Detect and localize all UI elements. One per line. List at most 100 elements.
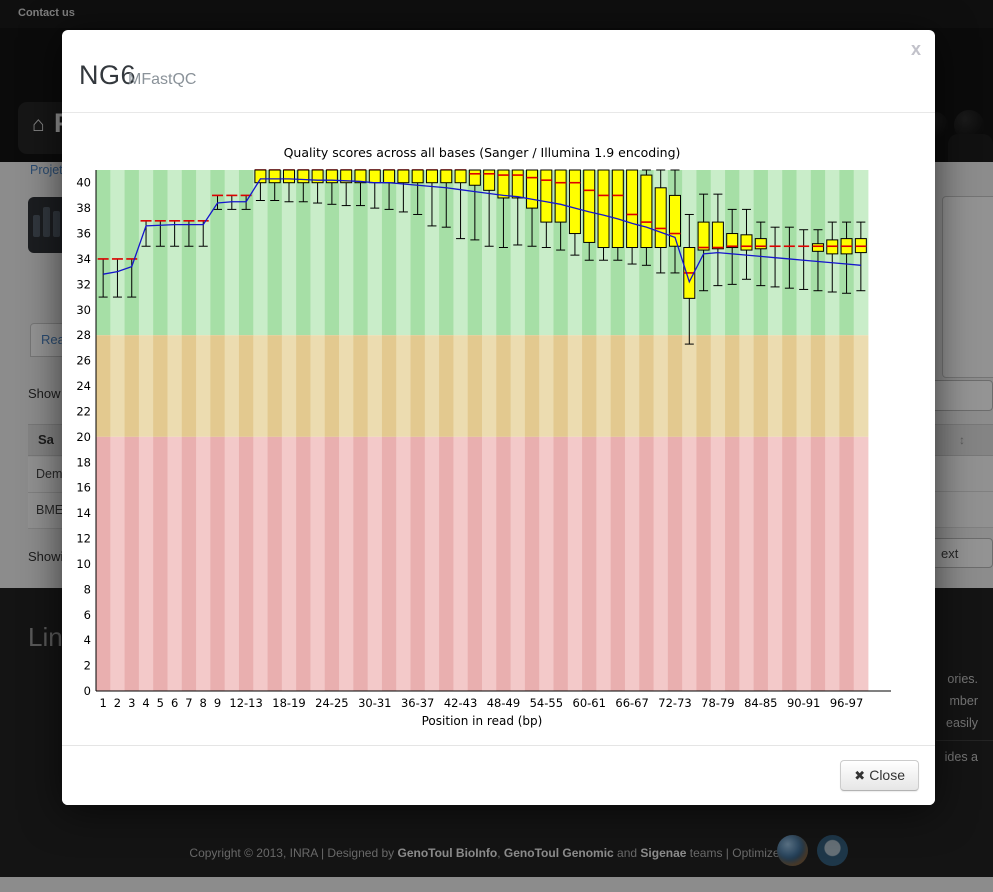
logo-bar	[33, 215, 40, 237]
table-row[interactable]	[925, 456, 993, 492]
chrome-icon	[817, 835, 848, 866]
search-input-fragment[interactable]	[928, 380, 993, 411]
modal-title: NG6	[79, 60, 137, 90]
modal-footer: ✖ Close	[62, 745, 935, 805]
table-header-sample[interactable]: Sa	[28, 424, 62, 456]
bottom-strip	[0, 877, 993, 892]
svg-text:40: 40	[76, 176, 91, 190]
close-button[interactable]: ✖ Close	[840, 760, 919, 791]
svg-text:24: 24	[76, 379, 91, 393]
project-logo-thumbnail	[28, 197, 68, 253]
svg-text:5: 5	[157, 696, 164, 710]
right-panel-fragment	[942, 196, 993, 378]
copyright-segment: teams | Optimized for	[686, 846, 804, 860]
svg-text:38: 38	[76, 201, 91, 215]
footer-text-fragment: mber	[949, 694, 978, 708]
svg-text:24-25: 24-25	[315, 696, 348, 710]
table-header-sortable[interactable]: ↕	[925, 424, 993, 456]
svg-text:6: 6	[171, 696, 178, 710]
logo-bar	[43, 207, 50, 237]
svg-text:90-91: 90-91	[787, 696, 820, 710]
svg-text:Position in read (bp): Position in read (bp)	[422, 714, 543, 728]
table-header-label: Sa	[38, 432, 54, 447]
sort-arrows-icon: ↕	[959, 433, 965, 447]
svg-text:7: 7	[185, 696, 192, 710]
footer-divider	[936, 740, 993, 741]
logo-bar	[53, 211, 60, 237]
svg-text:36-37: 36-37	[401, 696, 434, 710]
modal-header: NG6 MFastQC	[62, 30, 935, 113]
svg-text:36: 36	[76, 227, 91, 241]
svg-text:26: 26	[76, 354, 91, 368]
copyright-bar: Copyright © 2013, INRA | Designed by Gen…	[0, 838, 993, 877]
svg-text:2: 2	[84, 659, 91, 673]
svg-text:32: 32	[76, 277, 91, 291]
svg-text:18-19: 18-19	[272, 696, 305, 710]
svg-text:42-43: 42-43	[444, 696, 477, 710]
svg-text:72-73: 72-73	[658, 696, 691, 710]
svg-text:34: 34	[76, 252, 91, 266]
svg-text:28: 28	[76, 328, 91, 342]
close-button-label: Close	[869, 767, 905, 783]
table-row[interactable]: Dem	[28, 457, 62, 493]
table-row[interactable]: BME	[28, 493, 64, 529]
home-icon: ⌂	[32, 113, 45, 136]
svg-text:60-61: 60-61	[573, 696, 606, 710]
svg-text:2: 2	[114, 696, 121, 710]
svg-text:22: 22	[76, 404, 91, 418]
svg-text:66-67: 66-67	[615, 696, 648, 710]
svg-text:1: 1	[99, 696, 106, 710]
svg-text:10: 10	[76, 557, 91, 571]
modal-close-x[interactable]: x	[910, 39, 921, 59]
table-row[interactable]	[925, 492, 993, 528]
close-x-icon: ✖	[854, 768, 866, 783]
svg-text:78-79: 78-79	[701, 696, 734, 710]
svg-text:3: 3	[128, 696, 135, 710]
svg-text:8: 8	[84, 582, 91, 596]
contact-us-link[interactable]: Contact us	[18, 7, 75, 19]
table-cell-fragment: BME	[36, 503, 64, 517]
mfastqc-modal: x NG6 MFastQC 0 2 4 6 8 10 12 14 16 18 20 22 24 26 28 3…	[62, 30, 935, 805]
svg-text:54-55: 54-55	[530, 696, 563, 710]
copyright-text: Copyright © 2013, INRA | Designed by Gen…	[0, 846, 993, 860]
breadcrumb[interactable]: Projet	[30, 163, 63, 177]
svg-text:0: 0	[84, 684, 91, 698]
svg-text:30: 30	[76, 303, 91, 317]
copyright-segment: ,	[497, 846, 504, 860]
firefox-icon	[777, 835, 808, 866]
svg-text:4: 4	[142, 696, 149, 710]
svg-text:20: 20	[76, 430, 91, 444]
copyright-segment: GenoToul Genomic	[503, 846, 614, 860]
footer-text-fragment: ories.	[947, 672, 978, 686]
footer-text-fragment: ides a	[944, 750, 978, 764]
svg-text:84-85: 84-85	[744, 696, 777, 710]
show-entries-label: Show	[28, 386, 61, 401]
copyright-segment: Sigenae	[640, 846, 687, 860]
copyright-segment: and	[613, 846, 641, 860]
table-cell-fragment: Dem	[36, 467, 63, 481]
showing-entries-label: Showi	[28, 549, 64, 564]
svg-text:16: 16	[76, 481, 91, 495]
svg-text:8: 8	[200, 696, 207, 710]
next-button-label: ext	[941, 546, 959, 561]
svg-text:4: 4	[84, 633, 91, 647]
footer-text-fragment: easily	[946, 716, 978, 730]
copyright-segment: GenoToul BioInfo	[397, 846, 498, 860]
svg-text:9: 9	[214, 696, 221, 710]
svg-text:14: 14	[76, 506, 91, 520]
modal-subtitle: MFastQC	[128, 71, 197, 88]
svg-text:30-31: 30-31	[358, 696, 391, 710]
svg-text:12: 12	[76, 532, 91, 546]
svg-text:48-49: 48-49	[487, 696, 520, 710]
tab-reads-label: Rea	[41, 332, 65, 347]
top-utility-bar: Contact us	[0, 0, 993, 28]
copyright-segment: Copyright © 2013, INRA | Designed by	[189, 846, 398, 860]
modal-body: 0 2 4 6 8 10 12 14 16 18 20 22 24 26 28 30 32 34 36 38 40 1 2 3…	[62, 114, 935, 745]
svg-text:12-13: 12-13	[229, 696, 262, 710]
svg-text:Quality scores across all base: Quality scores across all bases (Sanger …	[284, 145, 681, 160]
svg-text:96-97: 96-97	[830, 696, 863, 710]
svg-text:6: 6	[84, 608, 91, 622]
svg-text:18: 18	[76, 455, 91, 469]
